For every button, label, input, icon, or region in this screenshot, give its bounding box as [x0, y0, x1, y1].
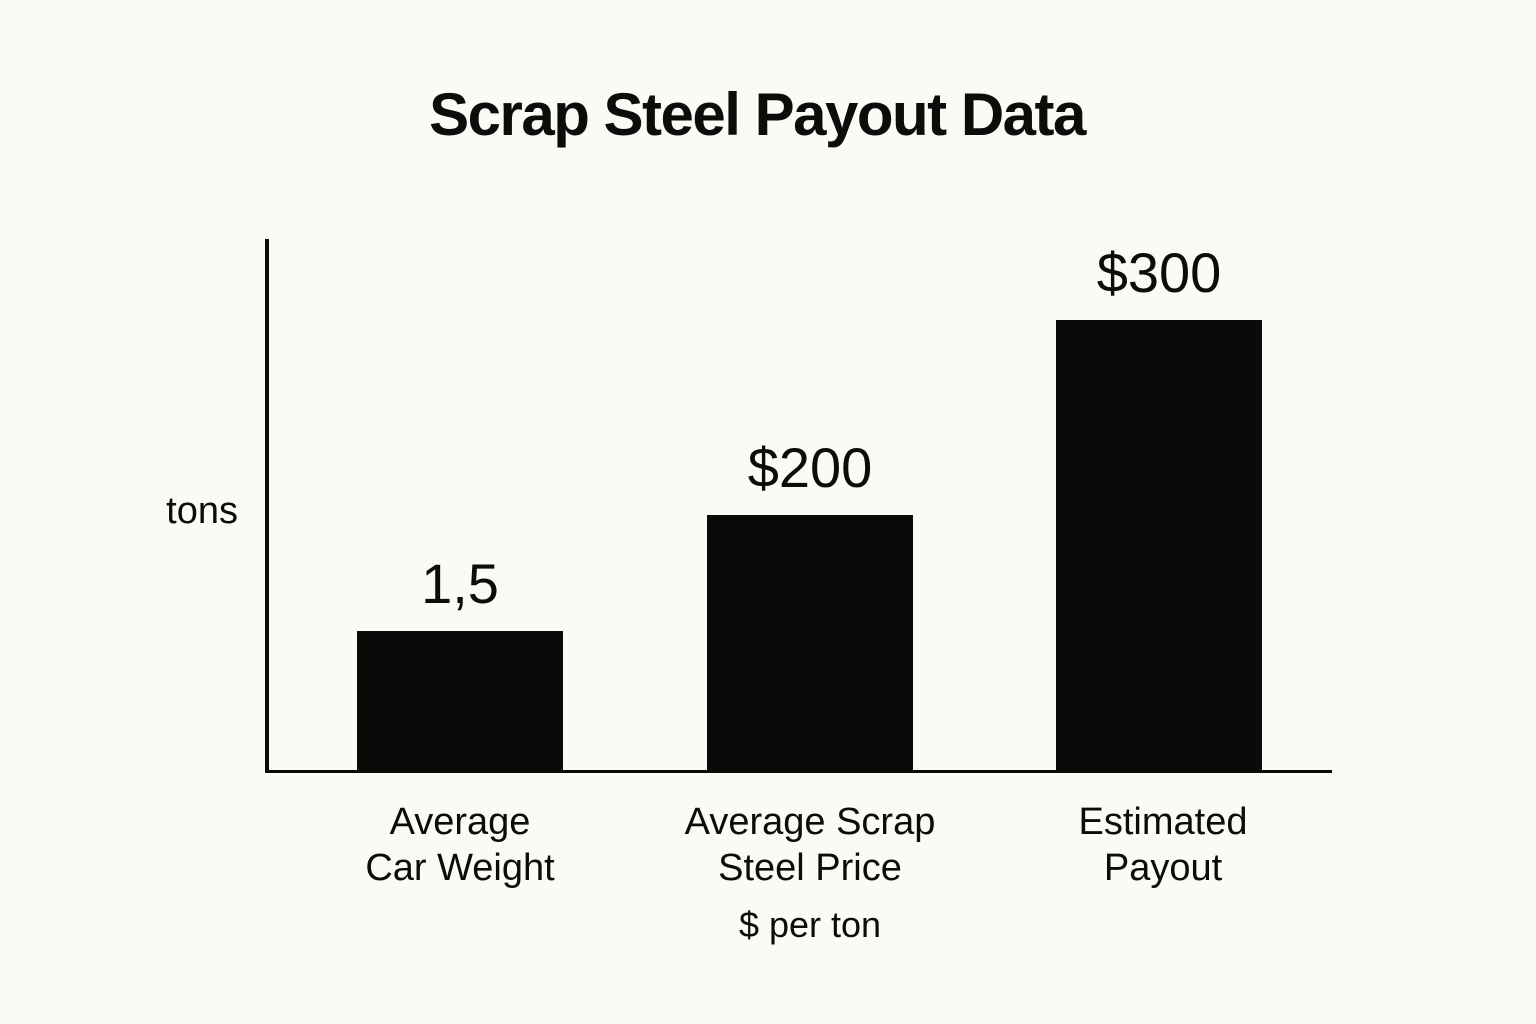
y-axis-label: tons: [166, 490, 238, 532]
category-block-estimated-payout: Estimated Payout: [988, 799, 1338, 904]
bar-value-label: $300: [1096, 241, 1222, 304]
bar-rect-average-car-weight: [357, 631, 563, 772]
bar-group-average-scrap-steel-price: $200: [707, 435, 913, 772]
bar-group-estimated-payout: $300: [1056, 240, 1262, 772]
category-label: Average Scrap Steel Price: [684, 801, 936, 890]
bar-value-label: $200: [747, 436, 873, 499]
y-axis-line: [265, 239, 269, 773]
chart-title: Scrap Steel Payout Data: [429, 81, 1086, 148]
bar-rect-estimated-payout: [1056, 320, 1262, 772]
category-sublabel: $ per ton: [738, 903, 882, 945]
category-label: Average Car Weight: [365, 801, 555, 890]
category-block-average-scrap-steel-price: Average Scrap Steel Price $ per ton: [635, 799, 985, 946]
bar-value-label: 1,5: [421, 552, 499, 615]
category-label: Estimated Payout: [1078, 801, 1248, 890]
category-block-average-car-weight: Average Car Weight: [285, 799, 635, 904]
bar-rect-average-scrap-steel-price: [707, 515, 913, 772]
bar-group-average-car-weight: 1,5: [357, 551, 563, 772]
